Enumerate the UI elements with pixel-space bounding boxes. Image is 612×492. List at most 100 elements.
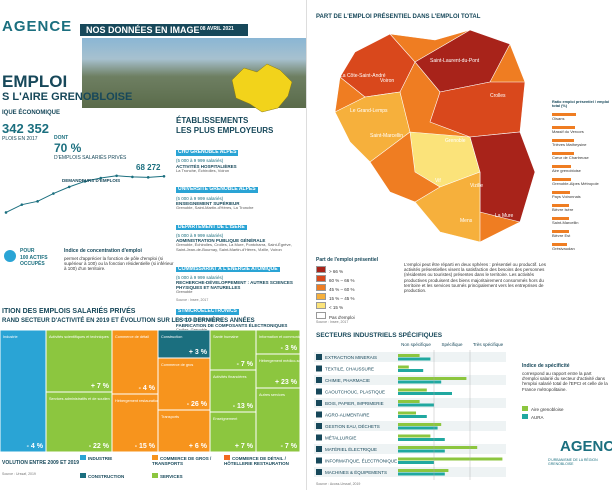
legend-swatch [80, 473, 86, 479]
date: 08 AVRIL 2021 [200, 26, 234, 32]
ratio-bar [552, 125, 576, 129]
ratio-row: Bièvre Isère [552, 203, 612, 217]
legend-swatch [316, 302, 326, 310]
ratio-row: Bièvre Est [552, 229, 612, 243]
ratio-chart: Ratio emploi présentiel / emploi total (… [552, 100, 612, 280]
legend-label: < 15 % [329, 305, 344, 311]
treemap-title1: ITION DES EMPLOIS SALARIÉS PRIVÉS [2, 308, 136, 315]
jobseekers-point [36, 200, 39, 203]
treemap-tile-label: Hébergement médico-social [259, 359, 300, 363]
sector-icon [316, 354, 322, 360]
legend-label: CONSTRUCTION [88, 474, 125, 480]
treemap-tile-label: Services administratifs et de soutien [49, 397, 110, 401]
treemap-tile-label: Enseignement [213, 417, 238, 421]
employer-name: DÉPARTEMENT DE L'ISÈRE [176, 223, 247, 231]
employer-places: Crolles, Grenoble [176, 326, 208, 332]
treemap-tile-label: Activités financières [213, 375, 247, 379]
treemap-tile [0, 330, 47, 452]
place-label: Mens [460, 218, 473, 224]
page-divider [306, 0, 307, 490]
industry-bar [398, 369, 424, 372]
treemap-tile-label: Commerce de détail [115, 335, 149, 339]
legend-swatch [152, 473, 158, 479]
treemap-tile-label: Commerce de gros [161, 363, 193, 367]
place-label: Vizille [470, 183, 483, 189]
treemap-tile-change: - 7 % [281, 443, 298, 450]
treemap-tile-change: + 7 % [91, 383, 110, 390]
jobseekers-point [99, 176, 103, 180]
treemap-tile-change: + 6 % [189, 443, 208, 450]
treemap-footer: VOLUTION ENTRE 2009 ET 2019 [2, 460, 79, 466]
ratio-label: Saint-Marcellin [552, 219, 579, 225]
legend-item: COMMERCE DE GROS / TRANSPORTS [152, 455, 224, 466]
jobseekers-point [20, 203, 24, 206]
legend-label: SERVICES [160, 474, 183, 480]
sector-icon [316, 400, 322, 406]
employers-list: CHU GRENOBLE ALPES (5 000 à 9 999 salarié… [176, 140, 302, 336]
treemap-tile-label: Activités scientifiques et techniques [49, 335, 109, 339]
jobseekers-point [67, 185, 71, 189]
industry-bar [398, 438, 445, 441]
sector-icon [316, 469, 322, 475]
map-text: L'emploi peut être réparti en deux sphèr… [404, 262, 546, 293]
ratio-row: Trièves Matheysine [552, 138, 612, 152]
ratio-bar [552, 112, 576, 116]
legend-item: INDUSTRIE [80, 455, 152, 461]
employer: DÉPARTEMENT DE L'ISÈRE (5 000 à 9 999 sal… [176, 215, 302, 253]
employer: COMMISSARIAT À L'ÉNERGIE ATOMIQUE (5 000 … [176, 257, 302, 296]
sector-label: EXTRACTION MINERAIS [325, 355, 377, 360]
ratio-label: Grenoble-Alpes Métropole [552, 180, 599, 186]
place-label: Vif [435, 178, 441, 184]
industry-bar [398, 446, 478, 449]
industry-chart: Non spécifique Spécifique Très spécifique E… [314, 342, 506, 480]
place-label: La Mure [495, 213, 514, 219]
sector-label: TEXTILE, CHAUSSURE [325, 367, 374, 372]
jobseekers-chart [4, 174, 166, 214]
legend-item: COMMERCE DE DÉTAIL / HÔTELLERIE RESTAURA… [224, 455, 296, 466]
legend-item: CONSTRUCTION [80, 473, 152, 479]
industry-bar [398, 472, 445, 476]
jobseekers-point [131, 175, 134, 179]
ratio-label: Massif du Vercors [552, 128, 584, 134]
employer-size: (5 000 à 9 999 salariés) [176, 274, 224, 280]
treemap-legend: INDUSTRIE COMMERCE DE GROS / TRANSPORTS CO… [80, 455, 300, 481]
legend-swatch [316, 311, 326, 319]
sector-label: MATÉRIEL ÉLECTRIQUE [325, 446, 377, 452]
legend-label: AURA [531, 415, 544, 421]
legend-item: < 15 % [316, 302, 396, 310]
treemap-tile-change: + 23 % [275, 379, 298, 386]
concentration-icon [4, 250, 16, 262]
industry-bar [398, 357, 431, 361]
ratio-row: Grenoble-Alpes Métropole [552, 177, 612, 191]
place-label: Saint-Marcellin [370, 133, 403, 139]
industry-bar [398, 449, 445, 453]
legend-item: 45 % – 60 % [316, 284, 396, 292]
industry-bar [398, 365, 409, 369]
kpi-private-label: D'EMPLOIS SALARIÉS PRIVÉS [54, 155, 127, 161]
legend-swatch [316, 265, 326, 273]
treemap-tile-change: + 7 % [235, 443, 254, 450]
treemap-tile-label: Autres services [259, 393, 285, 397]
concentration-text: 100 ACTIFS OCCUPÉS [20, 255, 48, 267]
treemap-tile [255, 387, 300, 452]
treemap-tile-label: Santé humaine [213, 335, 239, 339]
legend-label: > 66 % [329, 268, 344, 274]
employers-source: Source : Insee, 2017 [176, 298, 209, 302]
legend-label: INDUSTRIE [88, 456, 113, 461]
legend-item: > 66 % [316, 265, 396, 274]
title-line2: S L'AIRE GRENOBLOISE [2, 91, 133, 103]
employer-size: (5 000 à 9 999 salariés) [176, 195, 224, 201]
treemap-tile [45, 391, 113, 452]
treemap-tile-change: - 7 % [237, 361, 254, 368]
industry-title: SECTEURS INDUSTRIELS SPÉCIFIQUES [316, 332, 443, 339]
place-label: La Côte-Saint-André [340, 73, 386, 79]
industry-bar [398, 388, 427, 392]
industry-bar [398, 354, 420, 357]
ratio-row: Oisans [552, 112, 612, 126]
ratio-row: Aire grenobloise [552, 164, 612, 178]
map: Voiron Le Grand-Lemps La Côte-Saint-André S… [334, 29, 536, 243]
treemap-tile [45, 330, 113, 393]
jobseekers-point [4, 211, 8, 214]
legend-label: 15 % – 45 % [329, 296, 355, 302]
place-label: Le Grand-Lemps [350, 108, 388, 114]
